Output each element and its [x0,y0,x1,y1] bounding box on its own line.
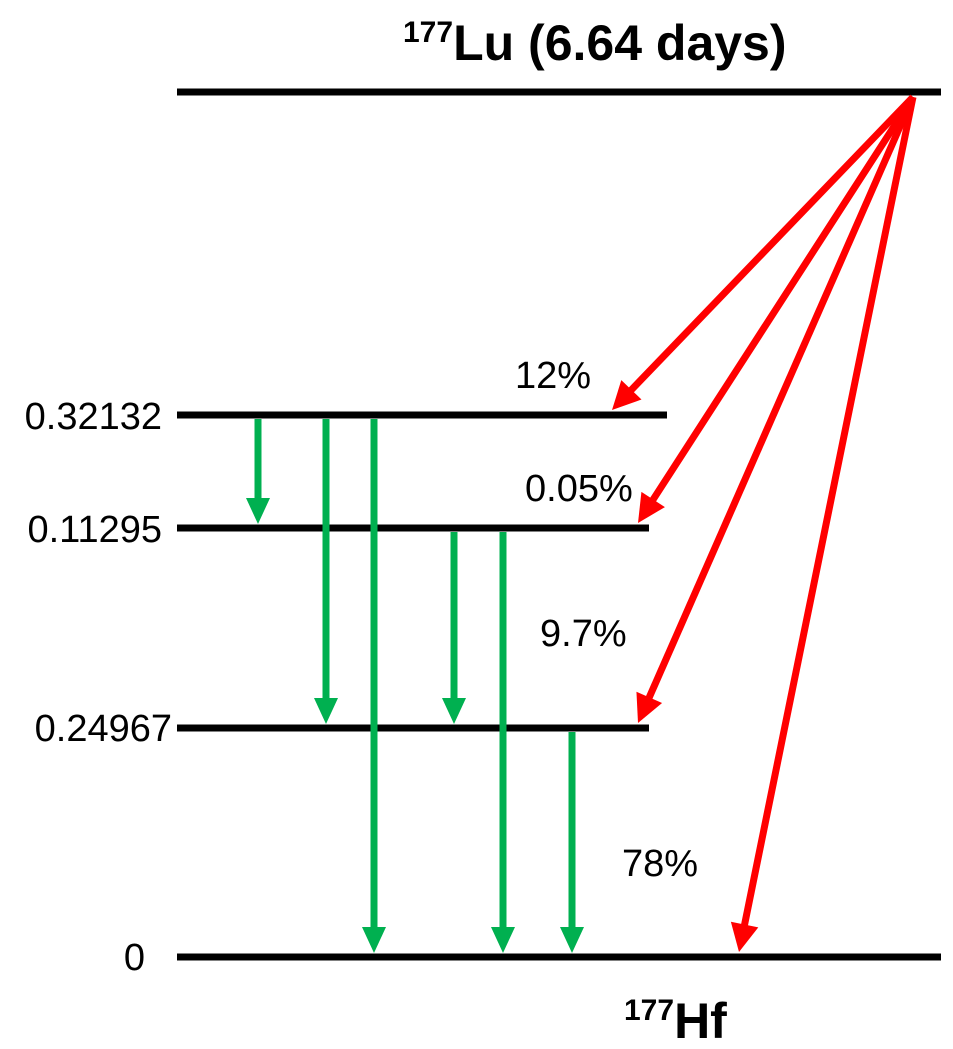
beta-arrow-1-head [612,380,642,410]
beta-branch-label-2: 0.05% [525,468,633,510]
beta-arrow-3-head [636,691,663,723]
energy-label-ground: 0 [124,937,145,979]
daughter-mass-number: 177 [624,994,674,1027]
beta-arrow-2-head [638,491,665,523]
beta-arrow-4-head [730,921,759,952]
beta-arrow-3-shaft [645,95,917,701]
beta-branch-label-3: 9.7% [540,613,627,655]
daughter-symbol: Hf [674,993,727,1049]
gamma-arrow-4 [442,532,466,724]
gamma-arrow-2-head [314,698,338,724]
beta-arrow-2-shaft [649,95,916,504]
beta-arrow-4 [730,96,917,952]
gamma-arrow-3-head [362,927,386,953]
gamma-arrow-5-head [491,927,515,953]
parent-mass-number: 177 [403,16,453,49]
beta-arrows [612,94,917,952]
parent-nuclide-title: 177Lu (6.64 days) [403,15,787,71]
energy-label-2: 0.11295 [27,509,162,551]
energy-label-3: 0.24967 [35,708,172,750]
gamma-arrow-2 [314,419,338,724]
gamma-arrow-3 [362,419,386,953]
gamma-arrow-4-head [442,698,466,724]
gamma-arrow-1-head [246,498,270,524]
gamma-arrows [246,419,584,953]
beta-arrow-4-shaft [740,96,917,928]
daughter-nuclide-title: 177Hf [624,993,727,1049]
beta-arrow-3 [636,95,917,723]
gamma-arrow-6-head [560,927,584,953]
gamma-arrow-6 [560,732,584,953]
beta-branch-label-1: 12% [515,355,591,397]
energy-label-1: 0.32132 [25,396,162,438]
parent-half-life: (6.64 days) [514,15,786,71]
parent-symbol: Lu [453,15,514,71]
gamma-arrow-5 [491,532,515,953]
beta-branch-label-ground: 78% [622,843,698,885]
beta-arrow-2 [638,95,916,523]
gamma-arrow-1 [246,419,270,524]
beta-arrow-1 [612,94,916,410]
beta-arrow-1-shaft [627,94,916,394]
